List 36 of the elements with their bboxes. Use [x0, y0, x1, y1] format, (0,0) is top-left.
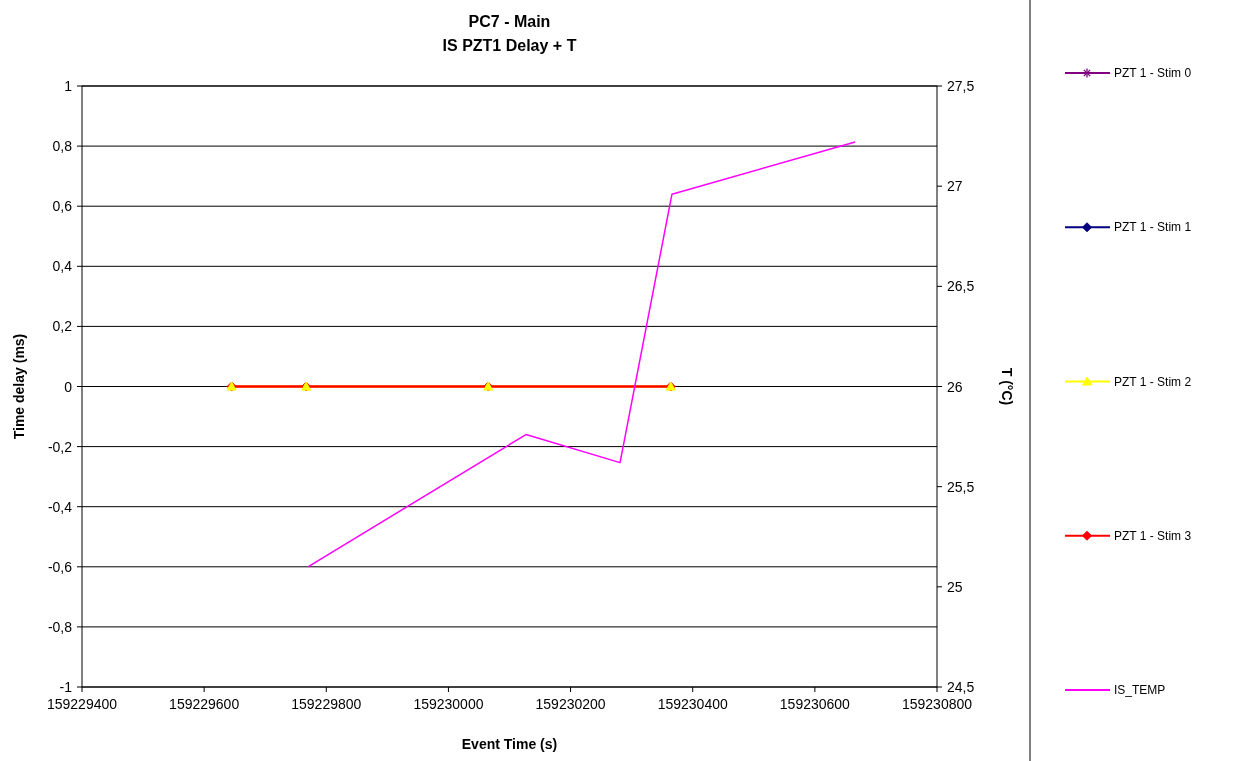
y-tick-label: -0,4	[47, 498, 73, 515]
x-tick-label: 159229400	[46, 696, 118, 712]
y2-tick-label: 26,5	[947, 278, 975, 295]
chart-title: PC7 - Main	[468, 13, 551, 30]
y2-tick-label: 24,5	[947, 679, 975, 695]
y-tick-label: 0,2	[52, 318, 73, 335]
x-tick-label: 159229800	[291, 696, 362, 712]
y-tick-label: -0,8	[47, 618, 73, 635]
y2-tick-label: 26	[947, 378, 963, 395]
x-tick-label: 159230800	[901, 696, 973, 712]
y-tick-label: 1	[64, 78, 73, 94]
y-tick-label: -1	[59, 679, 73, 695]
y-tick-label: 0,8	[52, 138, 73, 155]
legend-label: PZT 1 - Stim 1	[1114, 220, 1192, 235]
x-tick-label: 159230200	[535, 696, 606, 712]
x-tick-label: 159230000	[413, 696, 484, 712]
y-tick-label: 0,6	[52, 198, 73, 215]
y-tick-label: 0	[64, 378, 73, 395]
y2-tick-label: 27	[947, 178, 963, 195]
y-tick-label: -0,6	[47, 558, 73, 575]
y2-axis-title: T (°C)	[999, 367, 1015, 406]
y-axis-title: Time delay (ms)	[11, 333, 27, 440]
legend-label: IS_TEMP	[1114, 683, 1166, 697]
x-tick-label: 159230600	[779, 696, 851, 712]
y2-tick-label: 25	[947, 578, 963, 595]
x-tick-label: 159230400	[657, 696, 728, 712]
y2-tick-label: 27,5	[947, 78, 975, 94]
legend-label: PZT 1 - Stim 2	[1114, 374, 1192, 389]
legend-label: PZT 1 - Stim 0	[1114, 66, 1192, 80]
x-tick-label: 159229600	[169, 696, 240, 712]
y-tick-label: -0,2	[47, 438, 73, 455]
legend-label: PZT 1 - Stim 3	[1114, 528, 1192, 543]
x-axis-title: Event Time (s)	[461, 736, 558, 752]
y-tick-label: 0,4	[52, 258, 73, 275]
y2-tick-label: 25,5	[947, 478, 975, 495]
chart-subtitle: IS PZT1 Delay + T	[442, 37, 577, 54]
